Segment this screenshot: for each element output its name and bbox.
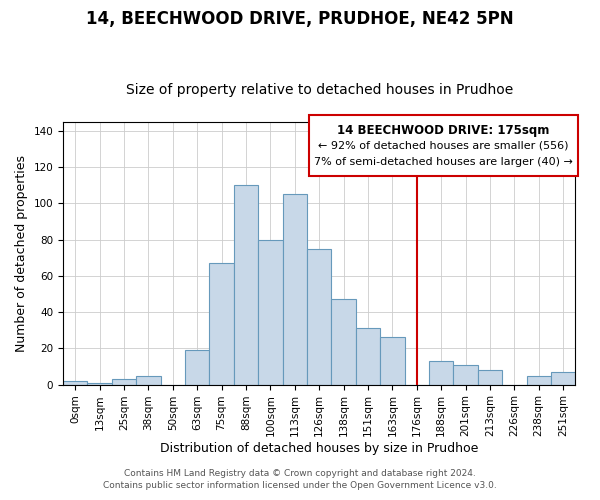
Text: 14 BEECHWOOD DRIVE: 175sqm: 14 BEECHWOOD DRIVE: 175sqm: [337, 124, 550, 138]
Bar: [209, 263, 234, 384]
Bar: [283, 194, 307, 384]
FancyBboxPatch shape: [309, 115, 578, 176]
Bar: [234, 185, 258, 384]
Bar: [356, 328, 380, 384]
Bar: [551, 372, 575, 384]
Y-axis label: Number of detached properties: Number of detached properties: [15, 154, 28, 352]
Title: Size of property relative to detached houses in Prudhoe: Size of property relative to detached ho…: [125, 83, 513, 97]
Bar: [454, 364, 478, 384]
Text: 7% of semi-detached houses are larger (40) →: 7% of semi-detached houses are larger (4…: [314, 158, 573, 168]
Text: 14, BEECHWOOD DRIVE, PRUDHOE, NE42 5PN: 14, BEECHWOOD DRIVE, PRUDHOE, NE42 5PN: [86, 10, 514, 28]
Bar: [136, 376, 161, 384]
Bar: [185, 350, 209, 384]
Bar: [429, 361, 454, 384]
Bar: [258, 240, 283, 384]
Bar: [88, 383, 112, 384]
X-axis label: Distribution of detached houses by size in Prudhoe: Distribution of detached houses by size …: [160, 442, 478, 455]
Bar: [478, 370, 502, 384]
Text: Contains HM Land Registry data © Crown copyright and database right 2024.
Contai: Contains HM Land Registry data © Crown c…: [103, 468, 497, 490]
Bar: [527, 376, 551, 384]
Bar: [380, 338, 404, 384]
Bar: [331, 300, 356, 384]
Bar: [63, 381, 88, 384]
Text: ← 92% of detached houses are smaller (556): ← 92% of detached houses are smaller (55…: [318, 140, 569, 150]
Bar: [112, 379, 136, 384]
Bar: [307, 248, 331, 384]
